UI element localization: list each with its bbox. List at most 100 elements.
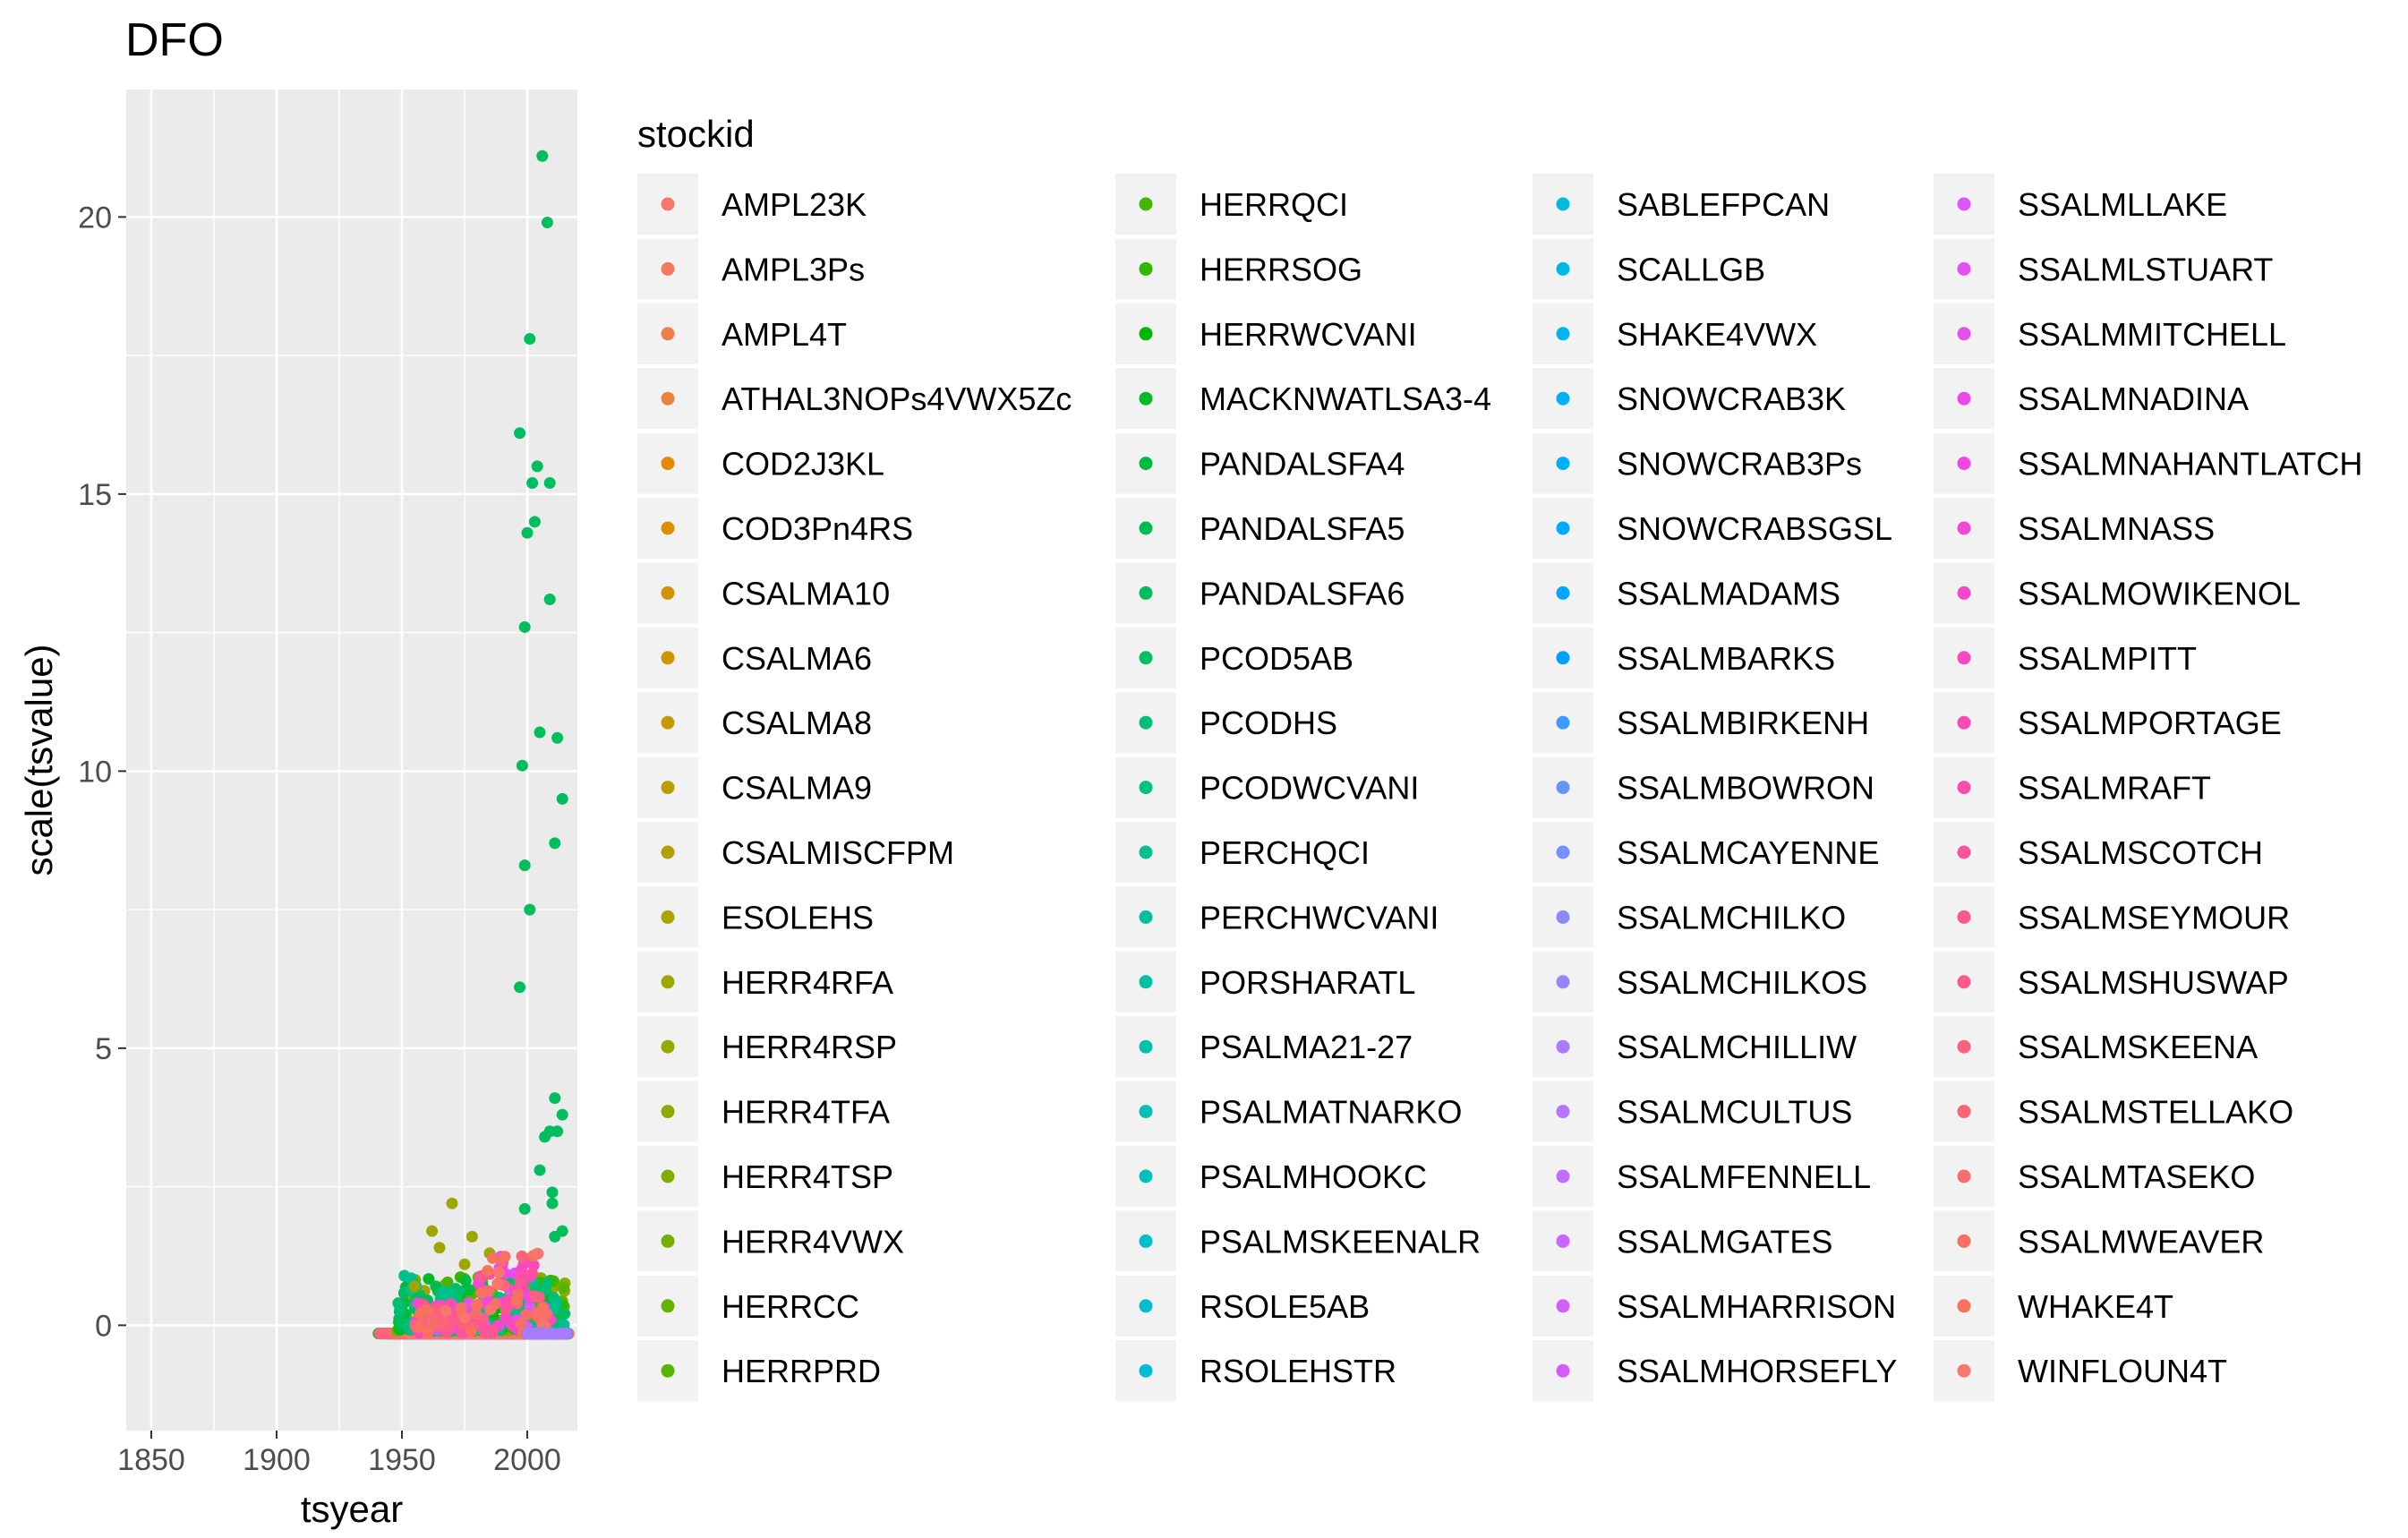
legend-label: MACKNWATLSA3-4 — [1200, 380, 1491, 417]
legend-swatch — [1957, 391, 1971, 406]
legend-swatch — [1556, 975, 1570, 989]
legend-label: SSALMLSTUART — [2018, 251, 2273, 287]
legend-swatch — [1139, 910, 1153, 924]
legend-label: SSALMBIRKENH — [1617, 705, 1869, 741]
legend-item: HERRWCVANI — [1115, 303, 1417, 364]
data-point — [486, 1252, 499, 1264]
legend-swatch — [1556, 715, 1570, 730]
grid-minor — [126, 90, 577, 1431]
legend-swatch — [1556, 261, 1570, 276]
legend-label: SSALMBARKS — [1617, 640, 1835, 677]
legend-item: WINFLOUN4T — [1934, 1340, 2227, 1402]
legend-swatch — [1139, 1105, 1153, 1119]
legend-item: SSALMADAMS — [1533, 562, 1840, 624]
legend-swatch — [1957, 715, 1971, 730]
legend-item: CSALMISCFPM — [637, 822, 954, 883]
legend-label: PERCHQCI — [1200, 834, 1370, 871]
legend-item: PSALMSKEENALR — [1115, 1210, 1481, 1272]
legend-item: CSALMA8 — [637, 692, 872, 754]
data-point — [558, 1319, 570, 1331]
legend-label: RSOLE5AB — [1200, 1288, 1370, 1325]
legend-item: SNOWCRAB3Ps — [1533, 432, 1862, 494]
legend-label: SSALMCULTUS — [1617, 1094, 1852, 1131]
legend-label: SSALMTASEKO — [2018, 1158, 2255, 1195]
legend-swatch — [661, 327, 675, 341]
legend-item: CSALMA9 — [637, 756, 872, 818]
x-axis: 1850 1900 1950 2000 — [117, 1431, 561, 1477]
legend-item: SSALMHORSEFLY — [1533, 1340, 1897, 1402]
legend-label: SSALMCAYENNE — [1617, 834, 1879, 871]
legend-swatch — [1139, 845, 1153, 859]
data-point — [514, 427, 526, 440]
legend-label: PORSHARATL — [1200, 964, 1415, 1001]
legend-label: WINFLOUN4T — [2018, 1353, 2227, 1389]
legend-label: SSALMNADINA — [2018, 380, 2249, 417]
legend-label: COD3Pn4RS — [722, 510, 913, 547]
legend-item: SSALMSTELLAKO — [1934, 1081, 2293, 1142]
data-point — [543, 476, 556, 489]
plot-panel — [126, 90, 577, 1431]
data-point — [518, 620, 531, 633]
legend-swatch — [1556, 521, 1570, 535]
legend-item: SSALMBARKS — [1533, 627, 1835, 688]
legend-label: SSALMPORTAGE — [2018, 705, 2282, 741]
legend-swatch — [661, 845, 675, 859]
legend-swatch — [1556, 327, 1570, 341]
legend-swatch — [661, 1169, 675, 1183]
legend-item: SSALMNADINA — [1934, 368, 2249, 430]
legend-swatch — [1556, 1234, 1570, 1248]
data-point — [522, 1328, 534, 1340]
legend-swatch — [1556, 1105, 1570, 1119]
legend-item: SSALMLLAKE — [1934, 174, 2227, 235]
data-point — [528, 516, 541, 528]
legend-swatch — [1957, 327, 1971, 341]
data-point — [521, 526, 534, 539]
legend-swatch — [1139, 1169, 1153, 1183]
data-point — [549, 837, 561, 850]
data-point — [516, 1250, 528, 1262]
legend-swatch — [1957, 197, 1971, 211]
legend-item: SSALMNAHANTLATCH — [1934, 432, 2362, 494]
legend-item: SSALMGATES — [1533, 1210, 1832, 1272]
legend-item: PORSHARATL — [1115, 951, 1415, 1013]
legend-swatch — [1957, 521, 1971, 535]
data-point — [549, 1230, 561, 1243]
legend-label: SNOWCRABSGSL — [1617, 510, 1892, 547]
data-point — [546, 1197, 559, 1209]
legend-label: CSALMA6 — [722, 640, 872, 677]
data-point — [484, 1303, 497, 1316]
data-point — [514, 981, 526, 994]
legend-label: SSALMMITCHELL — [2018, 316, 2286, 353]
y-tick-label: 10 — [78, 755, 112, 789]
legend-swatch — [1957, 845, 1971, 859]
data-point — [536, 150, 549, 162]
legend-label: HERRCC — [722, 1288, 859, 1325]
legend-label: SSALMBOWRON — [1617, 770, 1874, 807]
y-axis: 0 5 10 15 20 — [78, 201, 126, 1343]
legend-swatch — [1957, 1105, 1971, 1119]
legend-item: HERR4RFA — [637, 951, 893, 1013]
legend-item: PANDALSFA5 — [1115, 498, 1405, 559]
legend-swatch — [1957, 910, 1971, 924]
y-tick-label: 15 — [78, 478, 112, 512]
legend-swatch — [1556, 845, 1570, 859]
legend-swatch — [1139, 457, 1153, 471]
legend-swatch — [1957, 975, 1971, 989]
legend-label: SSALMHORSEFLY — [1617, 1353, 1897, 1389]
legend-label: PANDALSFA6 — [1200, 575, 1405, 611]
data-point — [559, 1308, 571, 1320]
x-tick-label: 1850 — [117, 1443, 185, 1477]
data-point — [470, 1307, 482, 1320]
data-point — [423, 1273, 435, 1286]
data-point — [441, 1276, 454, 1288]
legend-label: COD2J3KL — [722, 446, 884, 483]
data-point — [414, 1320, 426, 1333]
legend-item: HERRSOG — [1115, 238, 1362, 300]
y-axis-title: scale(tsvalue) — [18, 644, 60, 876]
legend-label: SSALMRAFT — [2018, 770, 2211, 807]
legend-item: SABLEFPCAN — [1533, 174, 1830, 235]
legend-swatch — [1957, 1039, 1971, 1054]
legend-swatch — [1556, 1299, 1570, 1313]
legend-label: ESOLEHS — [722, 899, 874, 936]
legend-label: SSALMPITT — [2018, 640, 2197, 677]
